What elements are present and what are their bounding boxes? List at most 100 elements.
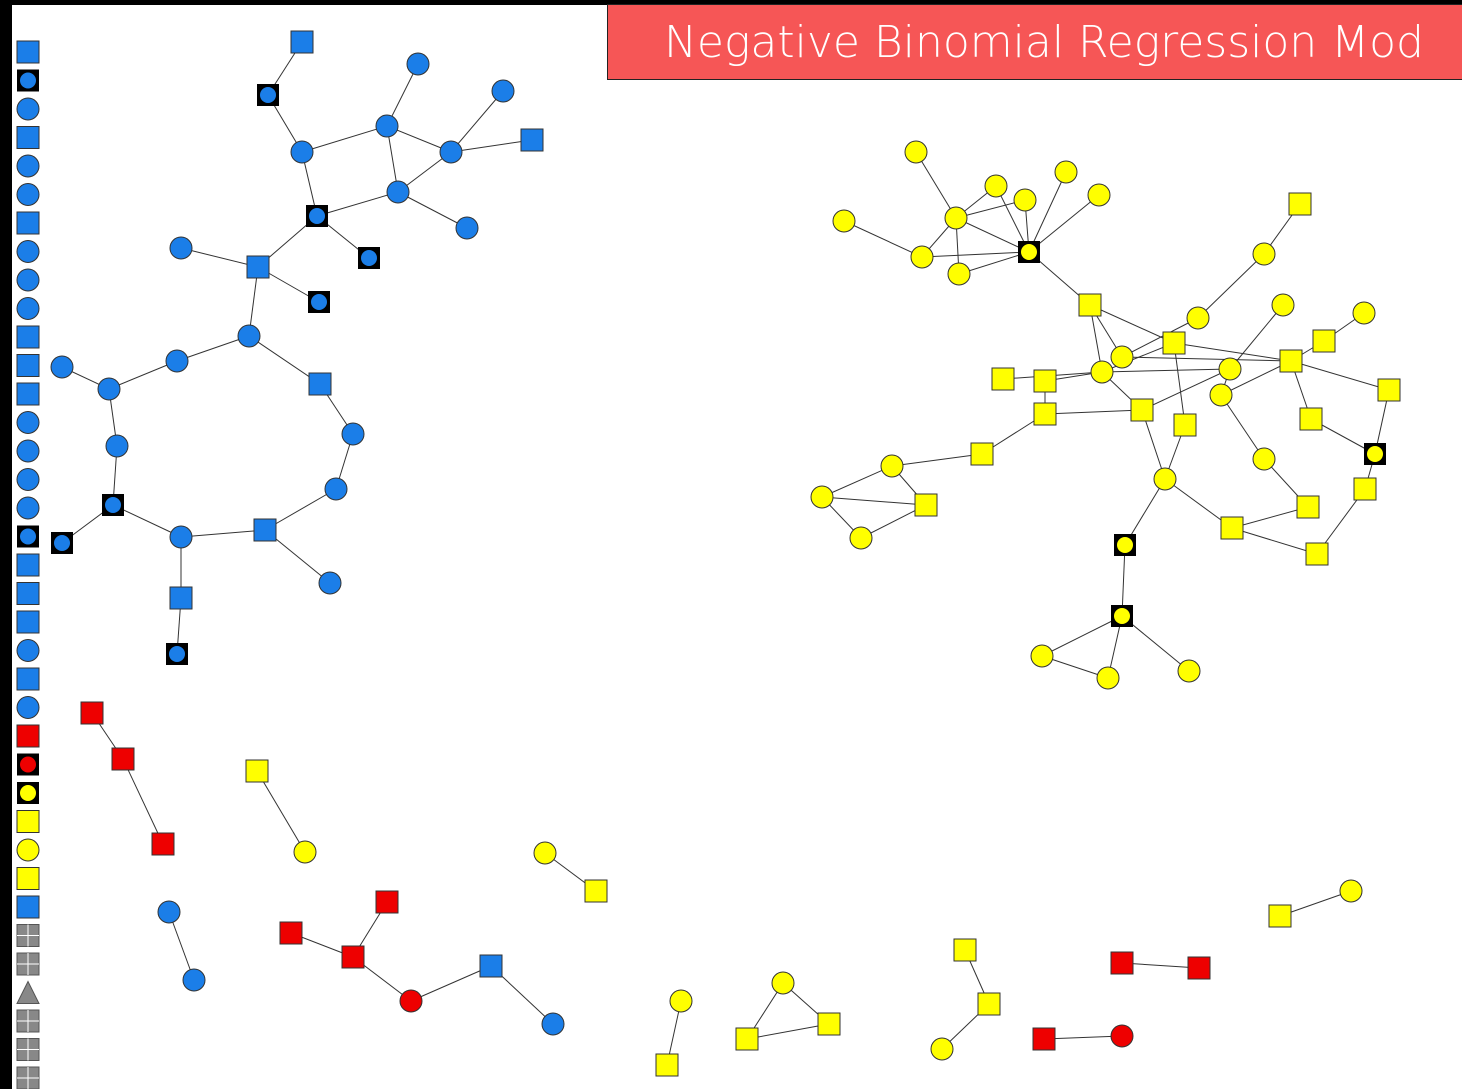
edge — [958, 251, 1030, 275]
node — [1177, 659, 1201, 683]
edge — [915, 151, 957, 219]
edge — [1041, 655, 1109, 679]
node-core — [20, 72, 36, 89]
node-core — [169, 646, 185, 662]
edge — [1044, 409, 1143, 415]
node — [16, 696, 40, 719]
node — [479, 954, 503, 978]
node — [253, 518, 277, 542]
node — [520, 128, 544, 152]
node-core — [1117, 537, 1133, 553]
node — [246, 255, 270, 279]
node-core — [1367, 446, 1383, 462]
node — [1353, 477, 1377, 501]
node — [491, 79, 515, 103]
edge — [256, 770, 306, 853]
node — [977, 992, 1001, 1016]
node — [16, 183, 40, 206]
node — [880, 454, 904, 478]
node — [1087, 183, 1111, 207]
edge — [1028, 194, 1100, 253]
node-core — [20, 756, 36, 773]
node — [944, 206, 968, 230]
node — [16, 468, 40, 491]
node — [914, 493, 938, 517]
node — [1252, 242, 1276, 266]
canvas — [12, 5, 1462, 1089]
edge — [955, 199, 1026, 219]
node — [375, 114, 399, 138]
node — [1299, 407, 1323, 431]
node — [290, 30, 314, 54]
edge — [176, 335, 250, 362]
node — [1013, 188, 1037, 212]
node — [1033, 369, 1057, 393]
title: Negative Binomial Regression Mod — [664, 17, 1424, 68]
node-core — [309, 208, 325, 224]
edge — [1173, 342, 1186, 426]
node — [182, 968, 206, 992]
node — [1279, 349, 1303, 373]
node — [16, 553, 40, 577]
edge — [843, 220, 923, 258]
node — [832, 209, 856, 233]
node — [1288, 192, 1312, 216]
node — [947, 262, 971, 286]
node — [849, 526, 873, 550]
node — [50, 355, 74, 379]
node — [1312, 329, 1336, 353]
edge — [112, 504, 182, 538]
node — [1030, 644, 1054, 668]
node — [455, 216, 479, 240]
edge — [122, 758, 164, 845]
node — [16, 439, 40, 463]
node — [16, 980, 40, 1004]
title-banner: Negative Binomial Regression Mod — [607, 4, 1462, 80]
node — [16, 382, 40, 406]
node — [669, 989, 693, 1013]
edge — [1197, 253, 1265, 319]
node — [16, 297, 40, 320]
edge — [1229, 304, 1284, 370]
edge — [301, 125, 388, 153]
node — [655, 1053, 679, 1077]
node — [169, 586, 193, 610]
node-core — [260, 87, 276, 103]
node — [16, 126, 40, 149]
node — [1352, 301, 1376, 325]
node — [1096, 666, 1120, 690]
edge — [1121, 317, 1199, 358]
node — [1187, 956, 1211, 980]
node — [399, 989, 423, 1013]
node — [904, 140, 928, 164]
node — [16, 496, 40, 520]
edge — [955, 217, 1030, 253]
node — [991, 367, 1015, 391]
node — [810, 485, 834, 509]
node — [324, 477, 348, 501]
node — [16, 411, 40, 434]
node — [308, 372, 332, 396]
node — [151, 832, 175, 856]
edge — [821, 465, 893, 498]
node — [16, 40, 40, 64]
node — [290, 140, 314, 164]
edge — [1290, 360, 1390, 391]
edge — [1220, 360, 1292, 396]
node — [1054, 160, 1078, 184]
node — [1162, 331, 1186, 355]
node — [930, 1037, 954, 1061]
node — [1305, 542, 1329, 566]
node — [245, 759, 269, 783]
node — [16, 810, 40, 833]
node — [1186, 306, 1210, 330]
node — [1033, 402, 1057, 426]
node — [16, 211, 40, 235]
node — [1153, 467, 1177, 491]
edge — [1028, 171, 1067, 253]
node — [341, 422, 365, 446]
node — [533, 841, 557, 865]
node — [817, 1012, 841, 1036]
edge — [386, 63, 419, 127]
